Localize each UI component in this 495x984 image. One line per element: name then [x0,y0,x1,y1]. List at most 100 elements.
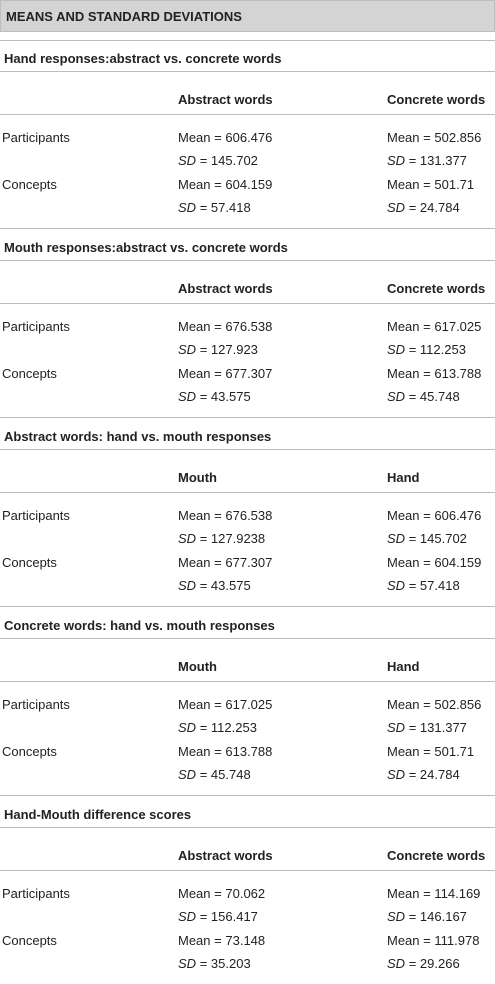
stat-part: 29.266 [419,956,460,971]
stat-part: Mean [178,366,211,381]
column-header: Hand [387,470,420,485]
stat: SD = 127.9238 [178,531,265,547]
stat-part: Mean [178,130,211,145]
stat-part: = [199,767,208,782]
stat-part: SD [387,767,406,782]
stat-part: SD [178,767,197,782]
stat-part: Mean [178,508,211,523]
stat-part: = [423,886,431,901]
rule [0,40,495,41]
rule [0,303,495,304]
stat-part: 676.538 [225,319,273,334]
stat-part: = [199,200,208,215]
stat-part: = [214,555,222,570]
stat-part: Mean [178,697,211,712]
stat-part: 502.856 [434,697,482,712]
stat: SD = 131.377 [387,720,467,736]
stat-part: Mean [387,366,420,381]
stat: Mean = 613.788 [178,744,272,760]
stat: SD = 57.418 [178,200,251,216]
stat: Mean = 73.148 [178,933,265,949]
column-header: Concrete words [387,92,486,107]
stat-part: = [214,319,222,334]
stat-part: 57.418 [210,200,251,215]
stat-part: = [408,153,417,168]
stat: Mean = 111.978 [387,933,479,949]
stat-part: = [408,767,417,782]
stat-part: 45.748 [210,767,251,782]
stat: Mean = 70.062 [178,886,265,902]
stat-part: Mean [178,933,211,948]
stat: Mean = 501.71 [387,177,474,193]
stat: Mean = 676.538 [178,319,272,335]
stat-part: = [214,177,222,192]
stat: SD = 146.167 [387,909,467,925]
stat: SD = 145.702 [178,153,258,169]
stat-part: Mean [178,319,211,334]
stat-part: = [423,319,431,334]
stat: SD = 45.748 [178,767,251,783]
stat-part: = [199,342,208,357]
table-title: MEANS AND STANDARD DEVIATIONS [6,9,242,24]
stat-part: 677.307 [225,366,273,381]
stat-part: 112.253 [210,720,257,735]
stat-part: SD [178,956,197,971]
stat-part: = [423,177,431,192]
stat-part: 606.476 [225,130,273,145]
stat: Mean = 606.476 [387,508,481,524]
stat-part: 70.062 [225,886,266,901]
column-header: Abstract words [178,281,273,296]
stat-part: 45.748 [419,389,460,404]
stat-part: 676.538 [225,508,273,523]
stat-part: 24.784 [419,767,460,782]
stat-part: 145.702 [210,153,258,168]
row-label: Participants [2,697,70,712]
stat: Mean = 604.159 [387,555,481,571]
stat-part: SD [387,342,406,357]
stat-part: 501.71 [434,744,475,759]
rule [0,71,495,72]
stat-part: = [423,555,431,570]
stat: Mean = 613.788 [387,366,481,382]
stat-part: 73.148 [225,933,266,948]
stat-part: = [423,744,431,759]
stat: SD = 43.575 [178,578,251,594]
stat-part: 501.71 [434,177,475,192]
stat-part: SD [387,531,406,546]
rule [0,681,495,682]
stat-part: = [408,531,417,546]
row-label: Participants [2,130,70,145]
stat-part: 617.025 [434,319,482,334]
stat: Mean = 502.856 [387,130,481,146]
stat-part: Mean [387,886,420,901]
stat: Mean = 604.159 [178,177,272,193]
stat-part: = [199,578,208,593]
stat-part: = [423,130,431,145]
stat: Mean = 606.476 [178,130,272,146]
stat-part: 111.978 [434,933,480,948]
stat: Mean = 677.307 [178,366,272,382]
stat: SD = 24.784 [387,200,460,216]
stat-part: SD [178,909,197,924]
stat-part: = [423,366,431,381]
stat-part: 43.575 [210,578,251,593]
column-header: Mouth [178,659,217,674]
section-title: Concrete words: hand vs. mouth responses [4,618,275,633]
title-bar [0,0,495,32]
stat-part: = [408,200,417,215]
stat-part: Mean [178,886,211,901]
stat: Mean = 501.71 [387,744,474,760]
stat-part: Mean [387,130,420,145]
stat-part: SD [178,342,197,357]
stat-part: 613.788 [225,744,273,759]
stat-part: SD [178,200,197,215]
stat-part: = [408,720,417,735]
stat: SD = 145.702 [387,531,467,547]
rule [0,260,495,261]
stat-part: 604.159 [434,555,482,570]
stat-part: = [408,342,417,357]
stat-part: Mean [387,555,420,570]
stat-part: Mean [178,744,211,759]
stat-part: 35.203 [210,956,251,971]
stat: Mean = 114.169 [387,886,480,902]
